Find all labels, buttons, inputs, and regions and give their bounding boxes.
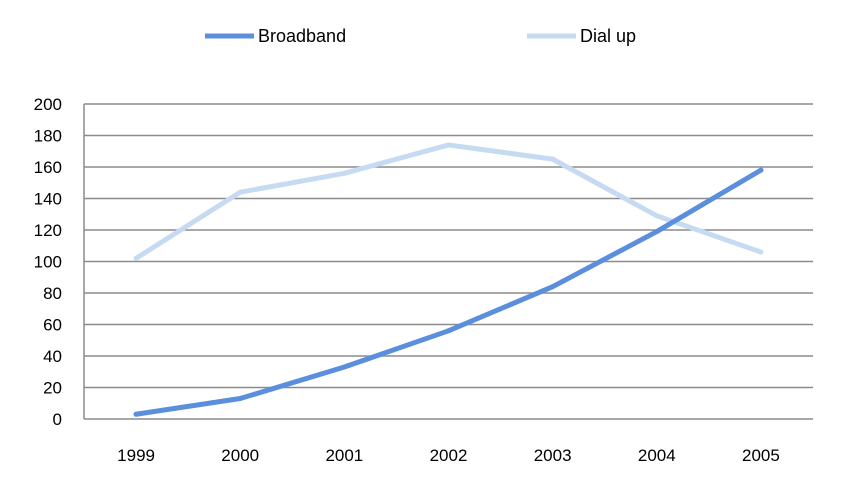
data-point-dial-up — [133, 255, 139, 261]
y-tick-label: 60 — [43, 316, 62, 335]
data-point-dial-up — [654, 213, 660, 219]
x-tick-label: 2003 — [534, 446, 572, 465]
y-tick-label: 200 — [34, 95, 62, 114]
x-tick-label: 2002 — [430, 446, 468, 465]
x-tick-label: 2000 — [221, 446, 259, 465]
legend-label-broadband: Broadband — [258, 26, 346, 46]
y-tick-label: 120 — [34, 221, 62, 240]
x-tick-label: 2005 — [742, 446, 780, 465]
y-tick-label: 40 — [43, 347, 62, 366]
data-point-dial-up — [758, 249, 764, 255]
y-tick-label: 0 — [53, 410, 62, 429]
data-point-dial-up — [237, 189, 243, 195]
series-line-broadband — [133, 167, 764, 417]
series-line-dial-up — [133, 142, 764, 261]
y-tick-label: 160 — [34, 158, 62, 177]
y-tick-label: 140 — [34, 190, 62, 209]
x-axis: 1999 2000 2001 2002 2003 2004 2005 — [117, 446, 780, 465]
y-tick-label: 80 — [43, 284, 62, 303]
legend-label-dial-up: Dial up — [580, 26, 636, 46]
series-lines — [133, 142, 764, 417]
y-axis: 0 20 40 60 80 100 120 140 160 180 200 — [34, 95, 62, 429]
y-tick-label: 180 — [34, 127, 62, 146]
y-tick-label: 20 — [43, 379, 62, 398]
y-tick-label: 100 — [34, 253, 62, 272]
data-point-dial-up — [446, 142, 451, 148]
grid — [83, 103, 813, 420]
x-tick-label: 2001 — [325, 446, 363, 465]
x-tick-label: 1999 — [117, 446, 155, 465]
data-point-dial-up — [550, 156, 556, 162]
x-tick-label: 2004 — [638, 446, 676, 465]
data-point-dial-up — [341, 170, 347, 176]
legend: Broadband Dial up — [205, 26, 636, 46]
